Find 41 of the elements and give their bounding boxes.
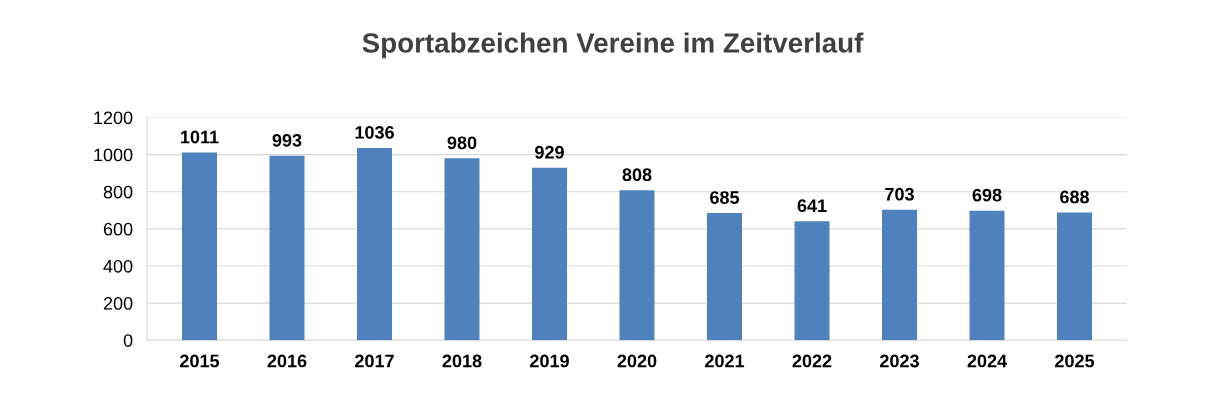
x-tick-label: 2025 [1055,354,1095,368]
x-tick-label: 2019 [530,354,569,368]
y-tick-label: 0 [123,334,133,347]
data-label: 980 [447,136,477,150]
bar [794,221,830,341]
bar [532,167,567,341]
x-tick-label: 2015 [180,354,220,368]
data-label: 1011 [181,130,219,144]
x-tick-label: 2018 [442,354,482,368]
bar [444,158,480,341]
x-tick-label: 2024 [967,354,1007,368]
data-label: 685 [710,191,740,204]
y-tick-label: 1200 [94,111,133,125]
bar [1057,212,1092,341]
x-tick-label: 2017 [355,354,394,368]
data-label: 808 [622,168,652,182]
bar [882,209,917,341]
data-label: 929 [535,145,564,159]
y-tick-label: 800 [103,185,133,199]
y-tick-label: 600 [103,222,133,236]
data-label: 703 [885,187,914,201]
data-label: 641 [797,199,827,213]
x-tick-label: 2020 [617,354,657,368]
x-tick-label: 2016 [267,354,307,368]
x-tick-label: 2021 [705,354,745,368]
data-label: 698 [972,188,1002,202]
data-label: 688 [1060,190,1090,204]
bar [269,155,305,341]
bar [182,152,217,341]
y-tick-label: 1000 [94,148,133,162]
data-label: 993 [272,133,302,147]
y-tick-label: 200 [103,297,133,310]
chart-title: Sportabzeichen Vereine im Zeitverlauf [362,32,864,59]
x-tick-label: 2023 [880,354,919,368]
y-tick-label: 400 [103,259,133,273]
bar [969,210,1005,341]
bar [707,213,742,341]
x-tick-label: 2022 [792,354,832,368]
bar [619,190,655,341]
bar [357,147,392,341]
data-label: 1036 [355,125,394,139]
